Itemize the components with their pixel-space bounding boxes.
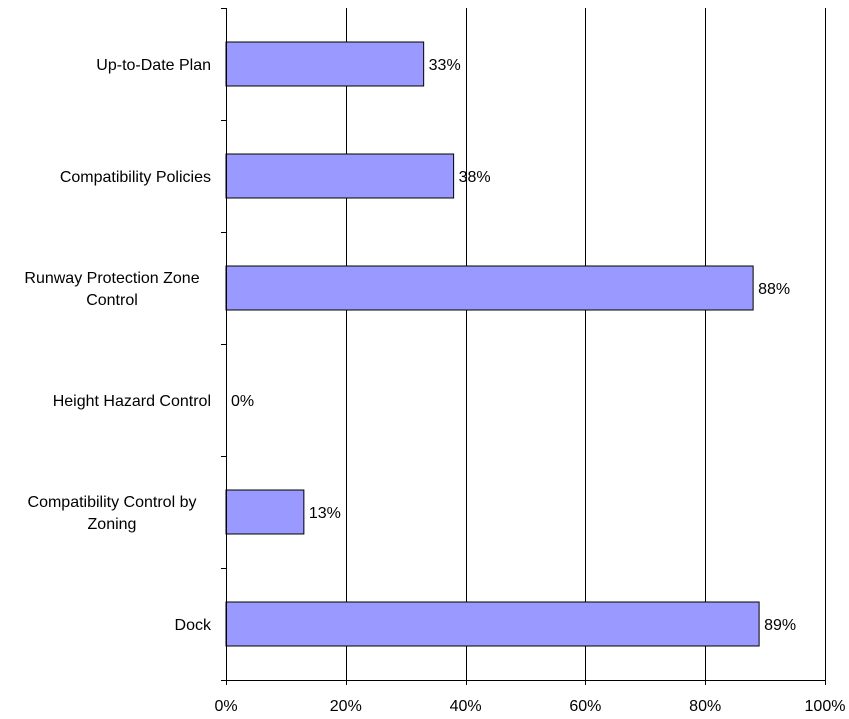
category-label: Runway Protection Zone Control [24, 270, 199, 309]
category-label-line: Zoning [88, 516, 137, 533]
labels: 33% 38% 88% 0% 13% 89% 0% 20% 40% 60% 80% 100% Up-to… [24, 57, 845, 715]
category-label-line: Dock [175, 617, 212, 634]
category-label-line: Compatibility Policies [60, 169, 211, 186]
category-label-line: Up-to-Date Plan [96, 57, 211, 74]
data-label: 89% [764, 617, 796, 634]
category-label: Compatibility Control by Zoning [28, 494, 197, 533]
category-label-line: Runway Protection Zone [24, 270, 199, 287]
category-label: Dock [175, 617, 212, 634]
data-label: 0% [231, 393, 254, 410]
category-label-line: Control [86, 292, 138, 309]
category-label-line: Compatibility Control by [28, 494, 197, 511]
data-label: 38% [459, 169, 491, 186]
x-tick-label: 0% [214, 698, 237, 715]
bars [225, 41, 760, 647]
bar [225, 41, 425, 87]
data-label: 88% [758, 281, 790, 298]
axes [221, 8, 826, 685]
x-tick-label: 20% [330, 698, 362, 715]
grid-lines [346, 8, 826, 680]
x-tick-label: 40% [450, 698, 482, 715]
x-tick-label: 100% [805, 698, 846, 715]
data-label: 33% [429, 57, 461, 74]
bar [225, 601, 760, 647]
data-label: 13% [309, 505, 341, 522]
x-tick-label: 80% [689, 698, 721, 715]
category-label: Compatibility Policies [60, 169, 211, 186]
bar [225, 265, 754, 311]
category-label-line: Height Hazard Control [53, 393, 211, 410]
bar [225, 489, 305, 535]
category-label: Up-to-Date Plan [96, 57, 211, 74]
x-tick-label: 60% [569, 698, 601, 715]
bar [225, 153, 455, 199]
category-label: Height Hazard Control [53, 393, 211, 410]
